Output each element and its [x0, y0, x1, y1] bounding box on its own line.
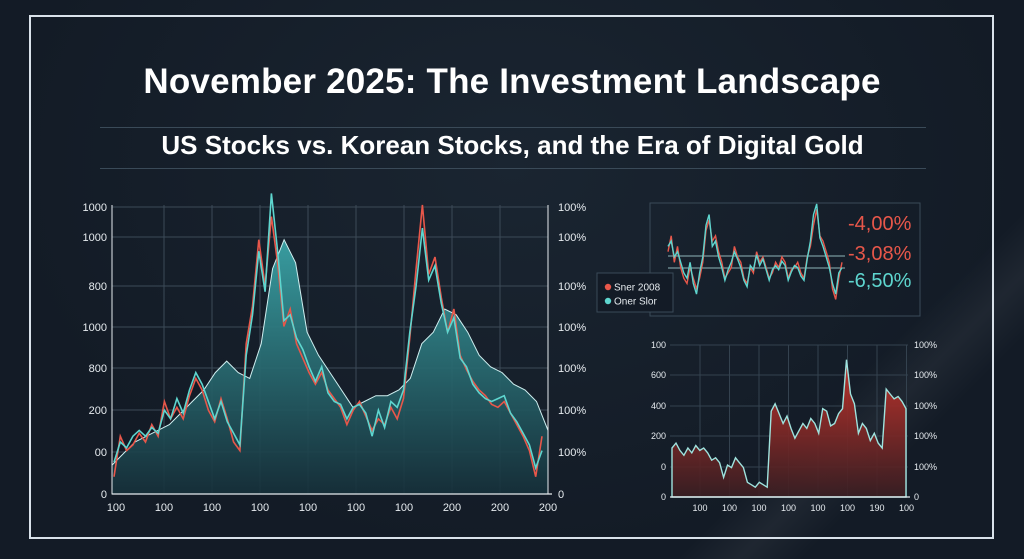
- x-tick: 190: [869, 503, 884, 513]
- x-tick: 100: [840, 503, 855, 513]
- y-tick-right: 0: [914, 492, 919, 502]
- y-tick-left: 800: [89, 281, 107, 293]
- y-tick-left: 1000: [83, 202, 107, 214]
- y-tick-left: 0: [661, 492, 666, 502]
- y-tick-right: 100%: [914, 370, 937, 380]
- inset-teal-line: [667, 203, 843, 295]
- legend-dot-teal-icon: [604, 297, 612, 305]
- y-tick-left: 100: [651, 340, 666, 350]
- legend-label-1: Sner 2008: [614, 283, 661, 294]
- bottom-right-area: [671, 359, 907, 498]
- x-tick: 200: [539, 502, 557, 514]
- y-tick-left: 1000: [83, 232, 107, 244]
- y-tick-right: 100%: [558, 363, 586, 375]
- y-tick-right: 100%: [558, 232, 586, 244]
- y-tick-left: 600: [651, 370, 666, 380]
- y-tick-left: 0: [661, 462, 666, 472]
- divider-top: [100, 127, 926, 128]
- x-tick: 100: [751, 503, 766, 513]
- inset-legend: Sner 2008 Oner Slor: [596, 272, 674, 313]
- page-title: November 2025: The Investment Landscape: [143, 62, 881, 101]
- x-tick: 100: [692, 503, 707, 513]
- y-tick-right: 100%: [914, 340, 937, 350]
- x-tick: 100: [781, 503, 796, 513]
- inset-chart: -4,00% -3,08% -6,50% Sner 2008 Oner Slor: [596, 202, 921, 317]
- y-tick-right: 100%: [558, 202, 586, 214]
- main-chart-area: [111, 238, 549, 495]
- annotation-3: -6,50%: [848, 270, 912, 292]
- annotation-2: -3,08%: [848, 243, 912, 265]
- y-tick-left: 1000: [83, 322, 107, 334]
- y-tick-left: 0: [101, 489, 107, 501]
- y-tick-right: 100%: [914, 401, 937, 411]
- y-tick-left: 00: [95, 447, 107, 459]
- y-tick-right: 0: [558, 489, 564, 501]
- legend-box: [596, 272, 674, 313]
- x-tick: 100: [395, 502, 413, 514]
- main-chart: 1000 100%1000 100%800 100%1000 100%800 100%20…: [83, 193, 587, 514]
- x-tick: 100: [722, 503, 737, 513]
- x-tick: 100: [347, 502, 365, 514]
- x-tick: 200: [491, 502, 509, 514]
- y-tick-right: 100%: [914, 462, 937, 472]
- x-tick: 100: [899, 503, 914, 513]
- x-tick: 100: [203, 502, 221, 514]
- y-tick-right: 100%: [558, 281, 586, 293]
- x-tick: 200: [443, 502, 461, 514]
- x-tick: 100: [299, 502, 317, 514]
- x-tick: 100: [155, 502, 173, 514]
- main-chart-axes: 1000 100%1000 100%800 100%1000 100%800 100%20…: [83, 202, 587, 514]
- x-tick: 100: [107, 502, 125, 514]
- y-tick-right: 100%: [558, 405, 586, 417]
- slide-frame: [29, 15, 994, 539]
- y-tick-right: 100%: [558, 322, 586, 334]
- legend-dot-red-icon: [604, 283, 612, 291]
- legend-label-2: Oner Slor: [614, 297, 657, 308]
- y-tick-left: 800: [89, 363, 107, 375]
- inset-chart-border: [649, 202, 921, 317]
- y-tick-right: 100%: [914, 431, 937, 441]
- page-subtitle: US Stocks vs. Korean Stocks, and the Era…: [161, 130, 864, 160]
- y-tick-left: 400: [651, 401, 666, 411]
- inset-annotations: -4,00% -3,08% -6,50%: [848, 213, 912, 292]
- y-tick-left: 200: [89, 405, 107, 417]
- main-chart-teal-line: [113, 193, 543, 471]
- y-tick-right: 100%: [558, 447, 586, 459]
- x-tick: 100: [251, 502, 269, 514]
- x-tick: 100: [810, 503, 825, 513]
- y-tick-left: 200: [651, 431, 666, 441]
- annotation-1: -4,00%: [848, 213, 912, 235]
- divider-bottom: [100, 168, 926, 169]
